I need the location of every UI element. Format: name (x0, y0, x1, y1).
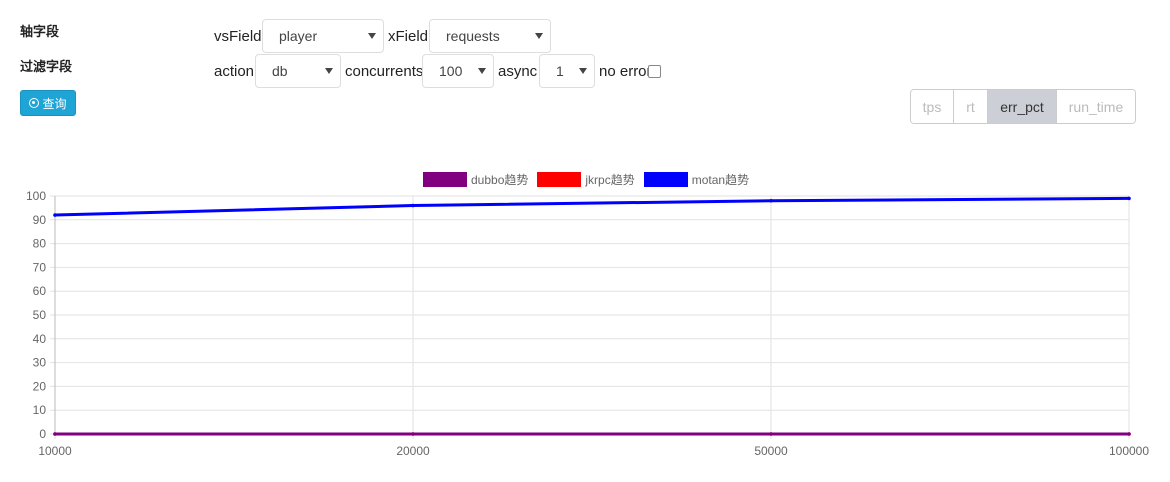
legend-label-jkrpc: jkrpc趋势 (585, 173, 635, 187)
concurrents-value: 100 (439, 63, 463, 79)
x-tick-label: 100000 (1109, 444, 1149, 458)
action-value: db (272, 63, 288, 79)
async-value: 1 (556, 63, 564, 79)
async-select[interactable]: 1 (539, 54, 595, 88)
y-tick-label: 60 (33, 284, 47, 298)
y-tick-label: 80 (33, 237, 47, 251)
data-point-motan (1127, 196, 1131, 201)
filter-field-label: 过滤字段 (20, 60, 73, 75)
xfield-label: xField (388, 28, 429, 45)
legend-swatch-motan (643, 172, 688, 187)
tab-err-pct[interactable]: err_pct (988, 90, 1057, 123)
tab-tps[interactable]: tps (911, 90, 954, 123)
x-tick-label: 20000 (396, 444, 430, 458)
query-button[interactable]: 查询 (20, 90, 76, 116)
y-tick-label: 30 (33, 356, 47, 370)
data-point-dubbo (1127, 432, 1131, 436)
metric-tabs: tps rt err_pct run_time (910, 89, 1136, 124)
chevron-down-icon (535, 33, 543, 39)
y-tick-label: 20 (33, 379, 47, 393)
chart-legend: dubbo趋势 jkrpc趋势 motan趋势 (423, 171, 758, 188)
y-tick-label: 10 (33, 403, 47, 417)
async-label: async (498, 63, 538, 80)
chevron-down-icon (325, 68, 333, 74)
tab-rt[interactable]: rt (954, 90, 988, 123)
tab-run-time[interactable]: run_time (1057, 90, 1135, 123)
y-tick-label: 100 (26, 189, 46, 203)
legend-label-dubbo: dubbo趋势 (471, 173, 529, 187)
data-point-dubbo (411, 432, 415, 436)
action-label: action (214, 63, 255, 80)
y-tick-label: 40 (33, 332, 47, 346)
data-point-motan (53, 213, 57, 217)
data-point-motan (411, 203, 415, 208)
y-tick-label: 0 (39, 427, 46, 441)
legend-label-motan: motan趋势 (691, 173, 750, 187)
chevron-down-icon (478, 68, 486, 74)
y-tick-label: 70 (33, 260, 47, 274)
x-tick-label: 10000 (38, 444, 72, 458)
legend-swatch-dubbo (423, 172, 467, 187)
no-error-label: no error (599, 63, 652, 80)
data-point-motan (769, 198, 773, 203)
no-error-checkbox[interactable] (648, 65, 661, 78)
legend-item-motan[interactable]: motan趋势 (643, 171, 750, 188)
chevron-down-icon (368, 33, 376, 39)
chevron-down-icon (579, 68, 587, 74)
legend-item-dubbo[interactable]: dubbo趋势 (423, 171, 528, 188)
vsfield-value: player (279, 28, 318, 44)
series-line-motan (54, 196, 1130, 217)
concurrents-label: concurrents (345, 63, 424, 80)
data-point-dubbo (769, 432, 773, 436)
axis-field-label: 轴字段 (20, 25, 60, 40)
xfield-select[interactable]: requests (429, 19, 551, 53)
y-tick-label: 50 (33, 308, 47, 322)
legend-item-jkrpc[interactable]: jkrpc趋势 (537, 171, 635, 188)
xfield-value: requests (446, 28, 500, 44)
y-tick-label: 90 (33, 213, 47, 227)
action-select[interactable]: db (255, 54, 341, 88)
data-point-dubbo (53, 432, 57, 436)
vsfield-select[interactable]: player (262, 19, 384, 53)
dot-circle-icon (29, 98, 40, 108)
x-tick-label: 50000 (754, 444, 788, 458)
concurrents-select[interactable]: 100 (422, 54, 494, 88)
query-button-label: 查询 (42, 96, 67, 111)
vsfield-label: vsField (214, 28, 262, 45)
legend-swatch-jkrpc (537, 172, 582, 187)
